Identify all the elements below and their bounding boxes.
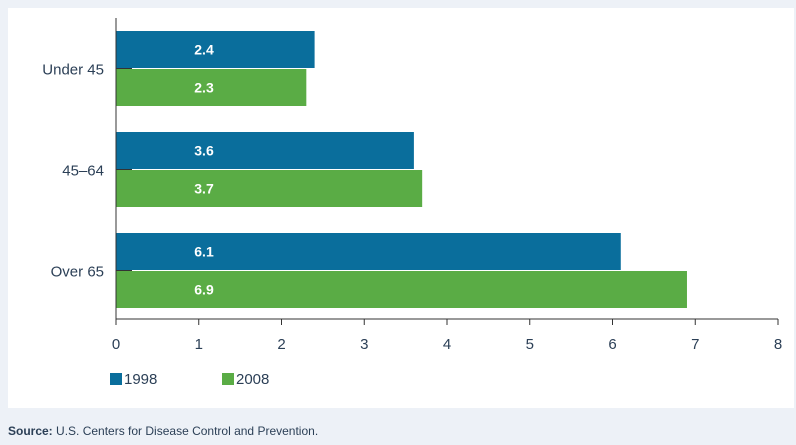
category-label: Over 65 bbox=[51, 264, 104, 281]
legend-swatch-1998 bbox=[110, 373, 122, 385]
x-tick-label: 2 bbox=[277, 336, 285, 353]
source-text: U.S. Centers for Disease Control and Pre… bbox=[52, 424, 319, 438]
legend-swatch-2008 bbox=[222, 373, 234, 385]
data-label: 2.4 bbox=[194, 42, 214, 58]
x-tick-label: 0 bbox=[112, 336, 120, 353]
source-note: Source: U.S. Centers for Disease Control… bbox=[8, 424, 318, 438]
legend-label-1998: 1998 bbox=[124, 371, 157, 388]
x-tick-label: 3 bbox=[360, 336, 368, 353]
x-tick-label: 1 bbox=[195, 336, 203, 353]
data-label: 6.9 bbox=[194, 282, 214, 298]
x-tick-label: 6 bbox=[608, 336, 616, 353]
bar-over-65-1998 bbox=[116, 233, 621, 270]
x-tick-label: 7 bbox=[691, 336, 699, 353]
data-label: 2.3 bbox=[194, 80, 214, 96]
bar-45-64-2008 bbox=[116, 170, 423, 207]
x-tick-label: 5 bbox=[526, 336, 534, 353]
data-label: 3.7 bbox=[194, 181, 214, 197]
data-label: 6.1 bbox=[194, 244, 214, 260]
x-tick-label: 4 bbox=[443, 336, 451, 353]
category-label: 45–64 bbox=[62, 163, 104, 180]
bar-under-45-1998 bbox=[116, 31, 315, 68]
category-label: Under 45 bbox=[42, 62, 104, 79]
bar-under-45-2008 bbox=[116, 69, 307, 106]
legend-label-2008: 2008 bbox=[236, 371, 269, 388]
x-tick-label: 8 bbox=[774, 336, 782, 353]
data-label: 3.6 bbox=[194, 143, 214, 159]
bar-45-64-1998 bbox=[116, 132, 414, 169]
source-label: Source: bbox=[8, 424, 53, 438]
bar-over-65-2008 bbox=[116, 271, 687, 308]
